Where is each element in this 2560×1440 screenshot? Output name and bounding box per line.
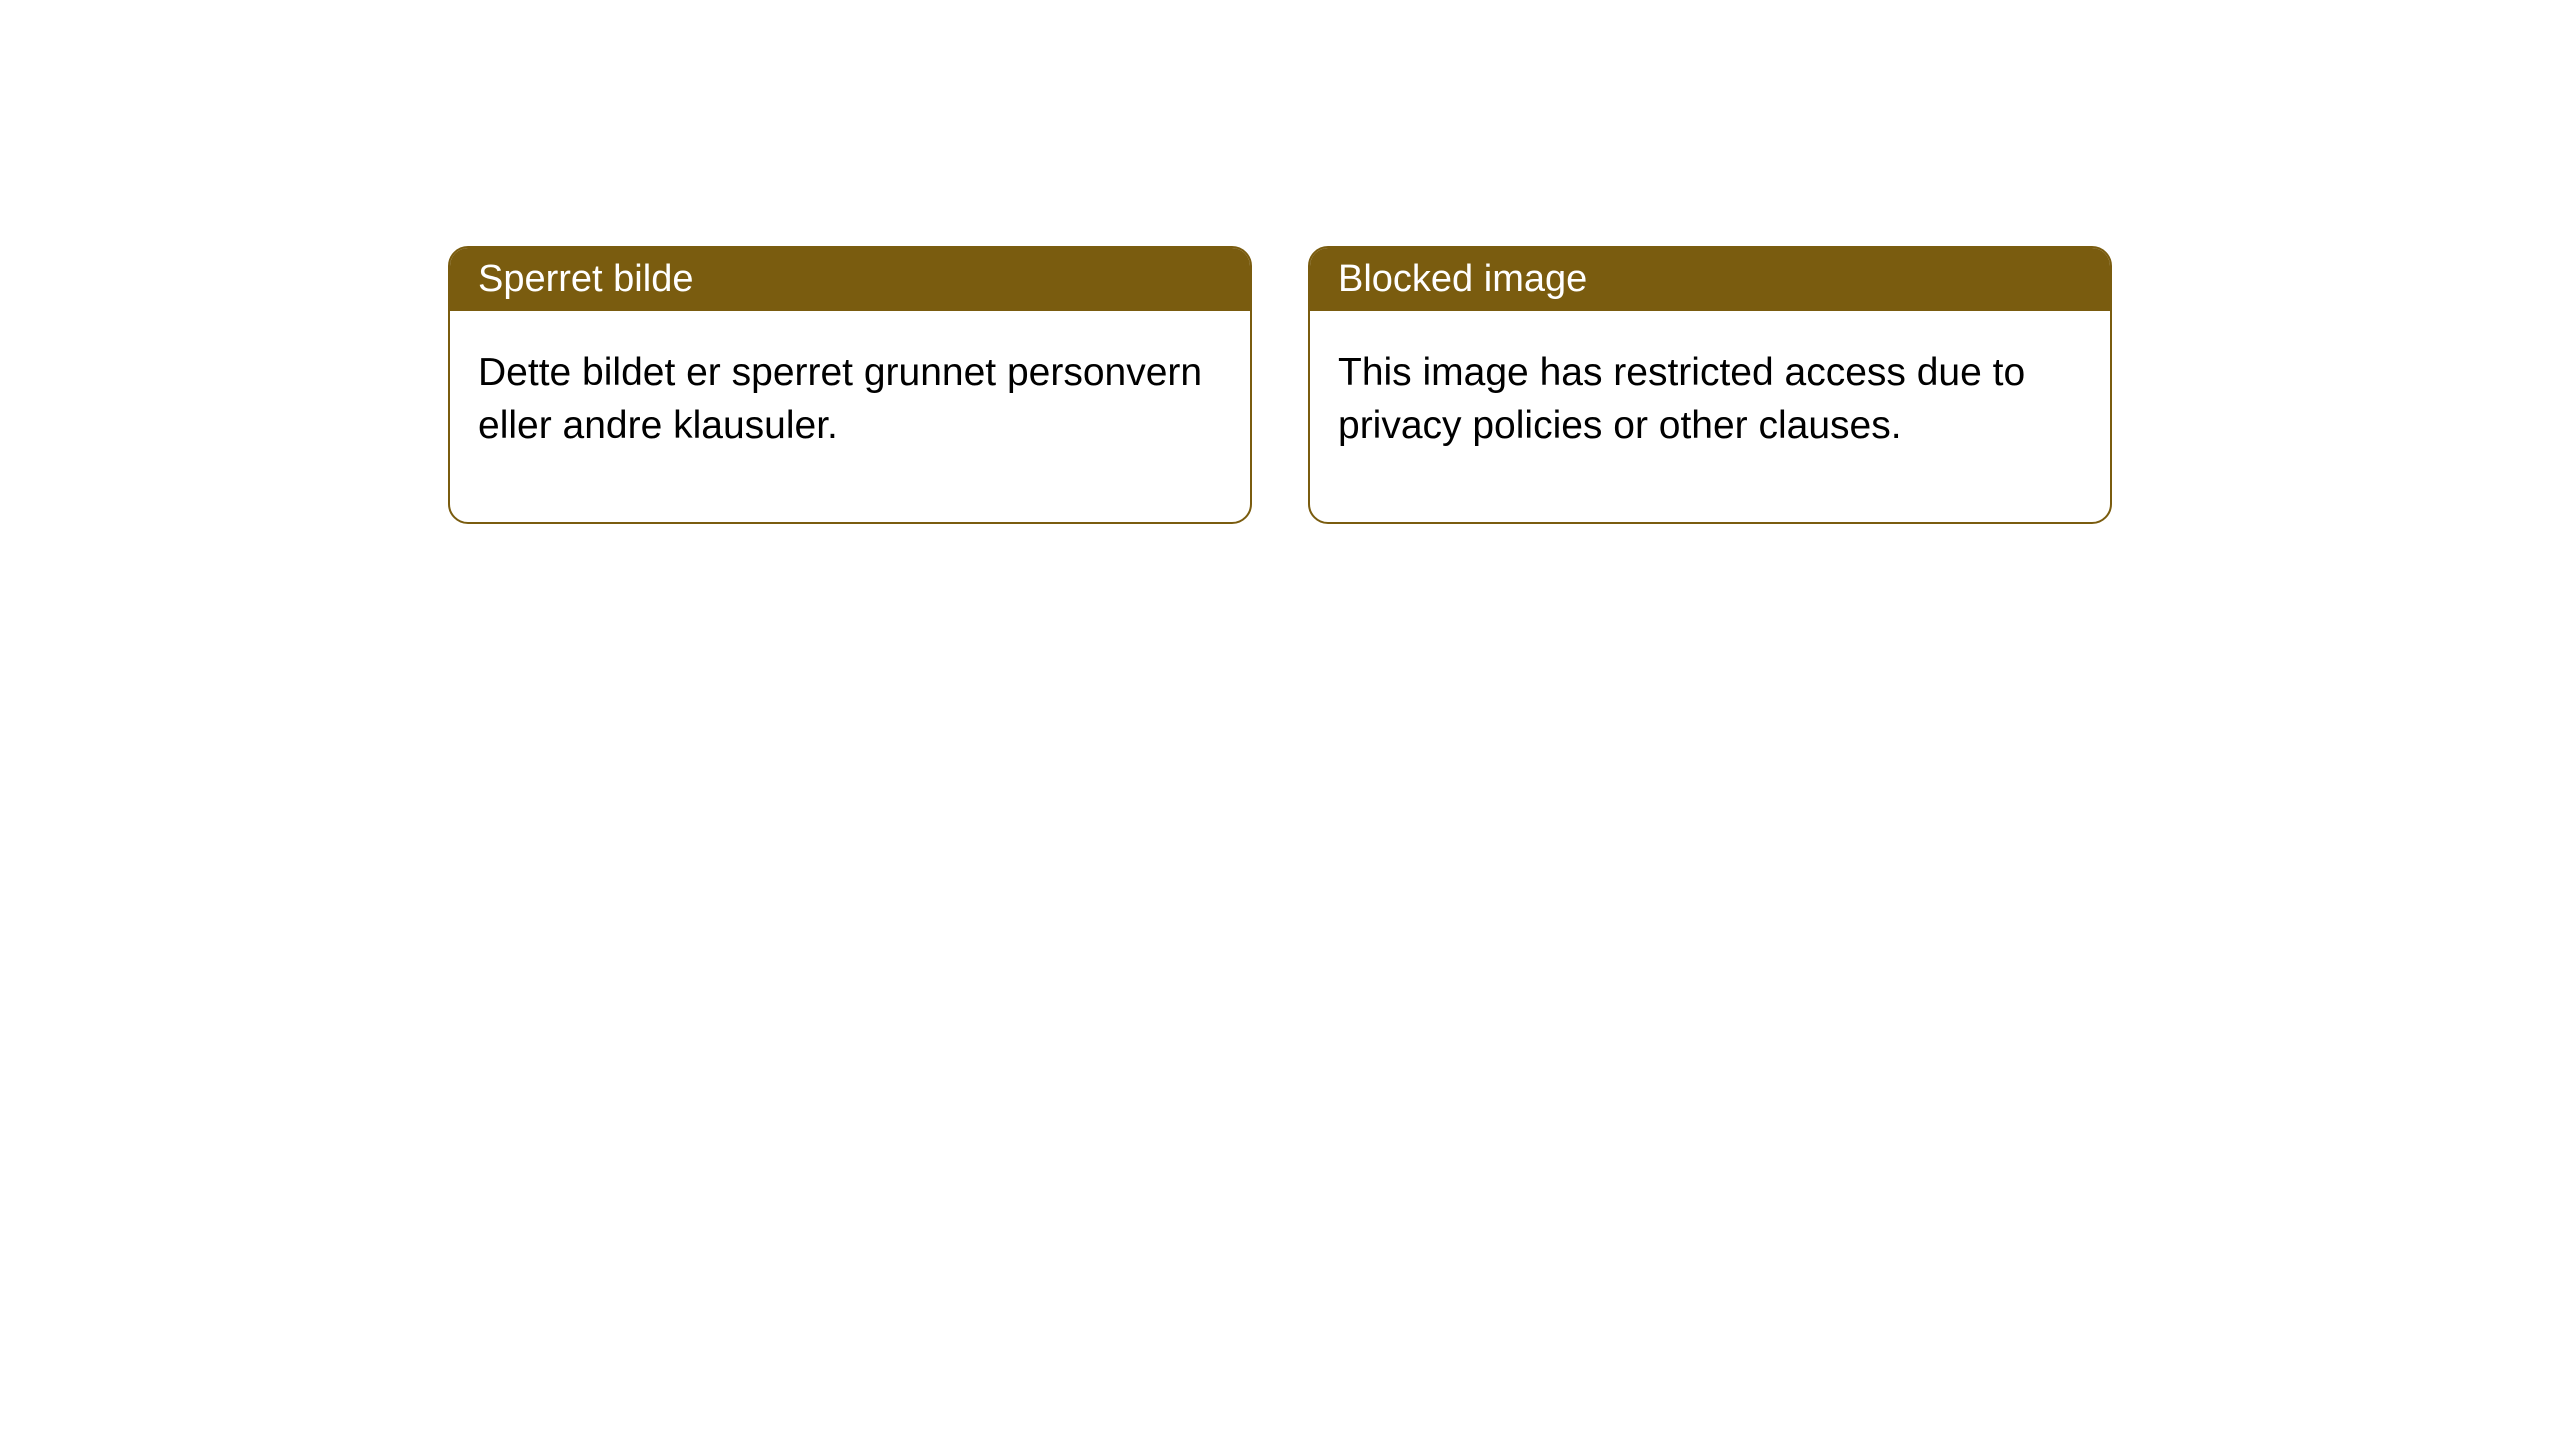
notice-title: Sperret bilde	[478, 258, 693, 300]
notice-header: Sperret bilde	[450, 248, 1250, 311]
notice-container: Sperret bilde Dette bildet er sperret gr…	[0, 0, 2560, 524]
notice-body: Dette bildet er sperret grunnet personve…	[450, 311, 1250, 522]
notice-body-text: Dette bildet er sperret grunnet personve…	[478, 351, 1202, 447]
notice-body: This image has restricted access due to …	[1310, 311, 2110, 522]
notice-header: Blocked image	[1310, 248, 2110, 311]
notice-body-text: This image has restricted access due to …	[1338, 351, 2025, 447]
notice-title: Blocked image	[1338, 258, 1587, 300]
notice-card-norwegian: Sperret bilde Dette bildet er sperret gr…	[448, 246, 1252, 524]
notice-card-english: Blocked image This image has restricted …	[1308, 246, 2112, 524]
